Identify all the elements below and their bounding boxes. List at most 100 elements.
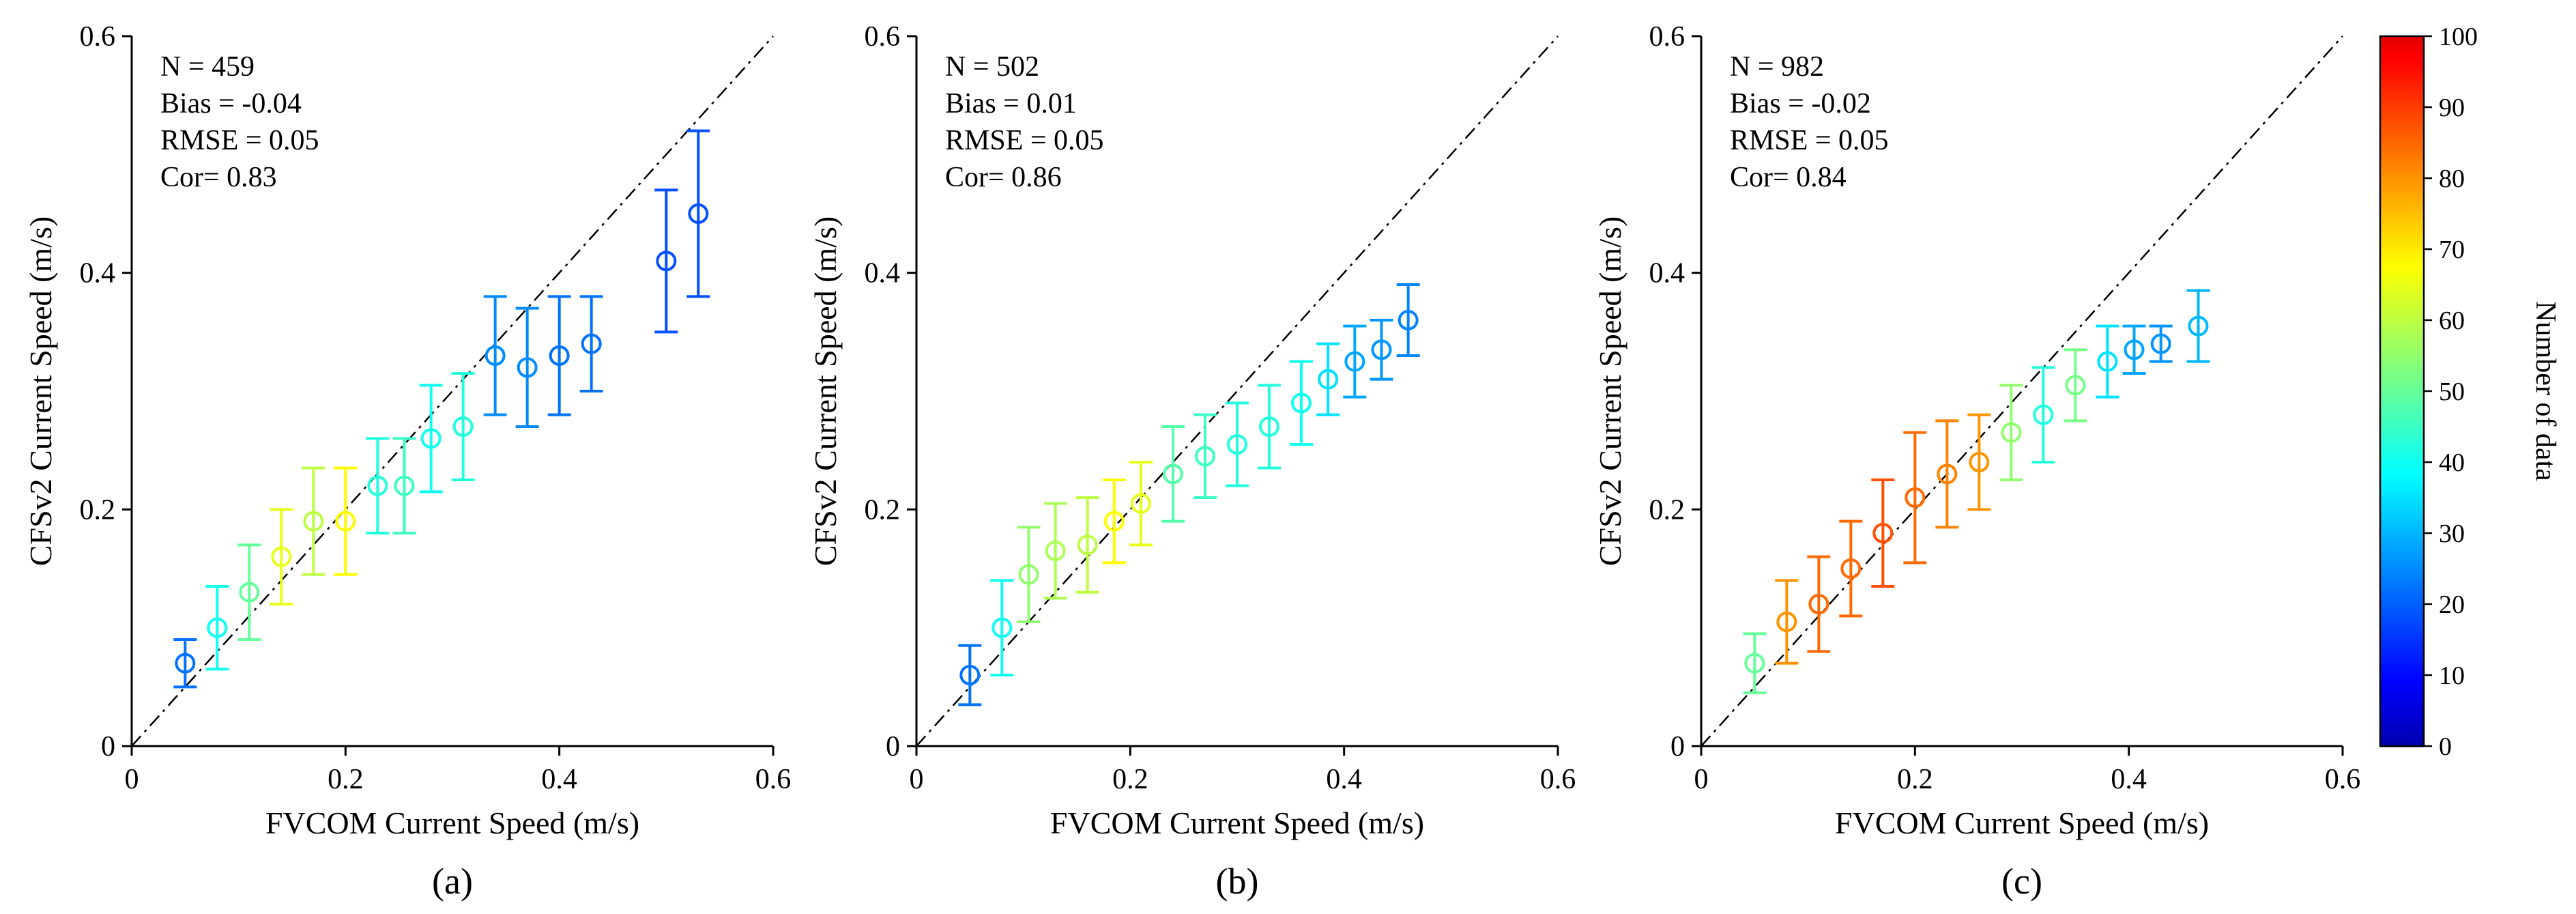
- y-tick-label: 0.4: [1649, 258, 1685, 289]
- stats-line: N = 502: [945, 51, 1039, 83]
- colorbar-tick-label: 40: [2439, 448, 2465, 477]
- data-point: [1969, 452, 1990, 472]
- x-tick-label: 0.4: [1326, 764, 1362, 795]
- colorbar-tick-label: 60: [2439, 306, 2465, 335]
- colorbar-tick-label: 70: [2439, 235, 2465, 264]
- stats-line: RMSE = 0.05: [160, 125, 319, 156]
- x-tick-label: 0: [1694, 764, 1709, 795]
- y-axis-label: CFSv2 Current Speed (m/s): [1593, 216, 1627, 566]
- panel-c: 0 0.2 0.4 0.6 0 0.2 0.4 0.6 FVCOM Current Speed …: [1575, 5, 2360, 902]
- data-point: [239, 582, 260, 603]
- y-tick-label: 0: [101, 731, 115, 762]
- data-point: [207, 617, 228, 638]
- data-point: [1840, 558, 1862, 579]
- stats-line: N = 982: [1730, 51, 1824, 83]
- x-tick-label: 0.6: [755, 764, 790, 795]
- data-point: [1318, 369, 1339, 390]
- data-point: [2001, 422, 2022, 443]
- data-point: [2124, 339, 2145, 360]
- data-point: [1195, 446, 1215, 467]
- y-axis-label: CFSv2 Current Speed (m/s): [808, 216, 843, 566]
- data-point: [1398, 310, 1419, 330]
- data-point: [1905, 487, 1926, 508]
- data-point: [1018, 564, 1039, 585]
- data-point: [271, 546, 292, 567]
- colorbar: 0 10 20 30 40 50 60 70 80 90 100 Number of data: [2360, 5, 2564, 859]
- data-point: [1344, 351, 1365, 372]
- identity-line: [916, 35, 1559, 747]
- panel-b-chart: 0 0.2 0.4 0.6 0 0.2 0.4 0.6 FVCOM Current Speed …: [808, 21, 1575, 840]
- stats-line: Bias = -0.04: [160, 88, 302, 119]
- y-tick-label: 0.6: [1649, 21, 1685, 53]
- data-point: [1744, 653, 1765, 674]
- y-tick-label: 0.4: [80, 258, 116, 289]
- data-point: [2097, 351, 2118, 372]
- data-point: [175, 653, 196, 674]
- data-point: [959, 665, 981, 685]
- data-point: [484, 345, 506, 366]
- data-point: [1291, 392, 1312, 414]
- stats-line: Cor= 0.86: [945, 162, 1062, 193]
- colorbar-tick-label: 90: [2439, 94, 2465, 122]
- data-point: [2033, 404, 2054, 425]
- colorbar-tick-label: 100: [2439, 23, 2478, 51]
- colorbar-tick-label: 10: [2439, 661, 2465, 690]
- data-point: [420, 428, 442, 449]
- y-tick-label: 0.4: [865, 258, 901, 289]
- y-tick-label: 0.2: [80, 494, 116, 526]
- y-tick-label: 0.6: [80, 21, 116, 53]
- colorbar-tick-label: 20: [2439, 590, 2465, 619]
- y-tick-label: 0.2: [1649, 494, 1685, 526]
- y-tick-label: 0.2: [865, 494, 901, 526]
- data-point: [517, 357, 538, 378]
- stats-line: RMSE = 0.05: [945, 125, 1104, 156]
- data-point: [688, 203, 709, 224]
- data-point: [1103, 511, 1125, 532]
- data-point: [549, 345, 570, 366]
- data-point: [1077, 534, 1098, 556]
- data-point: [656, 251, 677, 272]
- data-point: [1131, 493, 1151, 514]
- data-point: [335, 511, 356, 532]
- x-tick-label: 0.6: [1540, 764, 1575, 795]
- panel-c-chart: 0 0.2 0.4 0.6 0 0.2 0.4 0.6 FVCOM Current Speed …: [1593, 21, 2360, 840]
- data-point: [1227, 434, 1247, 455]
- data-point: [367, 475, 388, 496]
- colorbar-label: Number of data: [2530, 301, 2561, 481]
- x-tick-label: 0.2: [1112, 764, 1148, 795]
- y-tick-label: 0: [886, 731, 900, 762]
- identity-line: [1701, 35, 2343, 747]
- data-point: [992, 617, 1013, 638]
- y-tick-label: 0.6: [865, 21, 901, 53]
- data-point: [1371, 339, 1392, 360]
- panel-b-caption: (b): [1215, 861, 1259, 902]
- data-point: [2150, 333, 2171, 354]
- panel-a-chart: 0 0.2 0.4 0.6 0 0.2 0.4 0.6 FVCOM Current Speed …: [23, 21, 790, 840]
- panel-a: 0 0.2 0.4 0.6 0 0.2 0.4 0.6 FVCOM Current Speed …: [5, 5, 790, 902]
- identity-line: [131, 35, 774, 747]
- data-point: [2188, 315, 2209, 337]
- x-tick-label: 0: [125, 764, 139, 795]
- panel-a-caption: (a): [432, 861, 473, 902]
- colorbar-tick-label: 30: [2439, 519, 2465, 548]
- x-axis-label: FVCOM Current Speed (m/s): [265, 805, 639, 840]
- colorbar-tick-label: 50: [2439, 377, 2465, 406]
- data-point: [1808, 594, 1829, 614]
- data-point: [581, 333, 602, 354]
- data-point: [452, 416, 474, 437]
- y-axis-label: CFSv2 Current Speed (m/s): [23, 216, 58, 566]
- x-tick-label: 0.4: [541, 764, 577, 795]
- data-point: [2065, 375, 2086, 396]
- x-tick-label: 0.4: [2111, 764, 2147, 795]
- colorbar-tick-label: 0: [2439, 732, 2452, 761]
- panel-b: 0 0.2 0.4 0.6 0 0.2 0.4 0.6 FVCOM Current Speed …: [790, 5, 1575, 902]
- panel-c-caption: (c): [2001, 861, 2042, 902]
- x-tick-label: 0.6: [2325, 764, 2360, 795]
- data-point: [1872, 523, 1894, 543]
- stats-line: RMSE = 0.05: [1730, 125, 1889, 156]
- stats-line: Bias = 0.01: [945, 88, 1077, 119]
- stats-line: N = 459: [160, 51, 255, 83]
- data-point: [1163, 463, 1183, 485]
- data-point: [394, 475, 415, 496]
- colorbar-tick-label: 80: [2439, 165, 2465, 193]
